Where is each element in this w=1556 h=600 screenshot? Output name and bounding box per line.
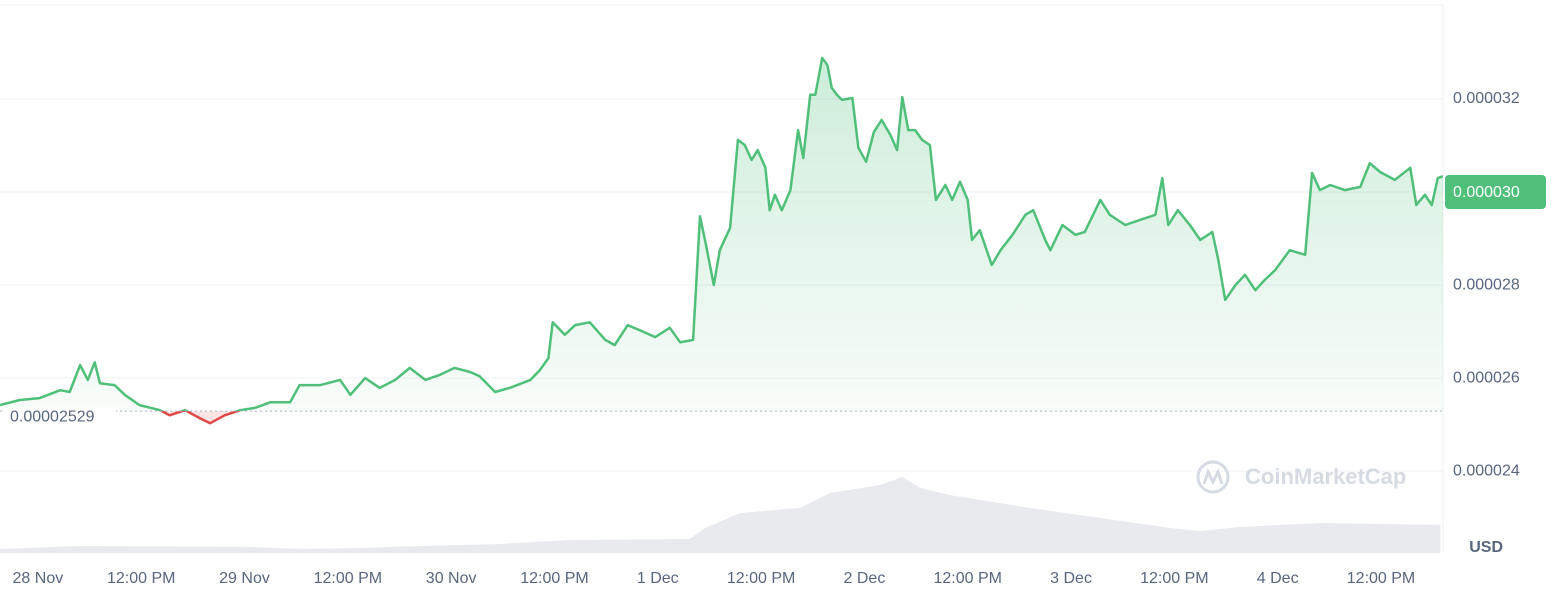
x-tick-label: 12:00 PM: [314, 570, 382, 587]
watermark-text: CoinMarketCap: [1245, 464, 1406, 489]
x-tick-label: 3 Dec: [1050, 570, 1092, 587]
last-price-label: 0.000030: [1453, 184, 1520, 201]
last-price-tag: [1445, 175, 1546, 210]
volume-area: [0, 477, 1441, 553]
x-tick-label: 12:00 PM: [933, 570, 1001, 587]
baseline-label-bg: [4, 408, 116, 429]
x-tick-label: 12:00 PM: [520, 570, 588, 587]
y-tick-label: 0.000032: [1453, 90, 1520, 107]
x-tick-label: 2 Dec: [844, 570, 886, 587]
currency-label: USD: [1469, 539, 1503, 556]
x-tick-label: 12:00 PM: [727, 570, 795, 587]
price-line: [0, 56, 1443, 412]
baseline-label: 0.00002529: [10, 408, 95, 425]
y-tick-label: 0.000024: [1453, 462, 1520, 479]
y-tick-label: 0.000028: [1453, 276, 1520, 293]
x-tick-label: 12:00 PM: [1140, 570, 1208, 587]
x-tick-label: 12:00 PM: [107, 570, 175, 587]
area-fill: [0, 58, 1443, 412]
x-tick-label: 4 Dec: [1257, 570, 1299, 587]
y-tick-label: 0.000026: [1453, 369, 1520, 386]
x-tick-label: 29 Nov: [219, 570, 270, 587]
x-tick-label: 12:00 PM: [1347, 570, 1415, 587]
x-tick-label: 30 Nov: [426, 570, 477, 587]
watermark: CoinMarketCap: [1196, 460, 1406, 494]
x-tick-label: 1 Dec: [637, 570, 679, 587]
x-tick-label: 28 Nov: [13, 570, 64, 587]
